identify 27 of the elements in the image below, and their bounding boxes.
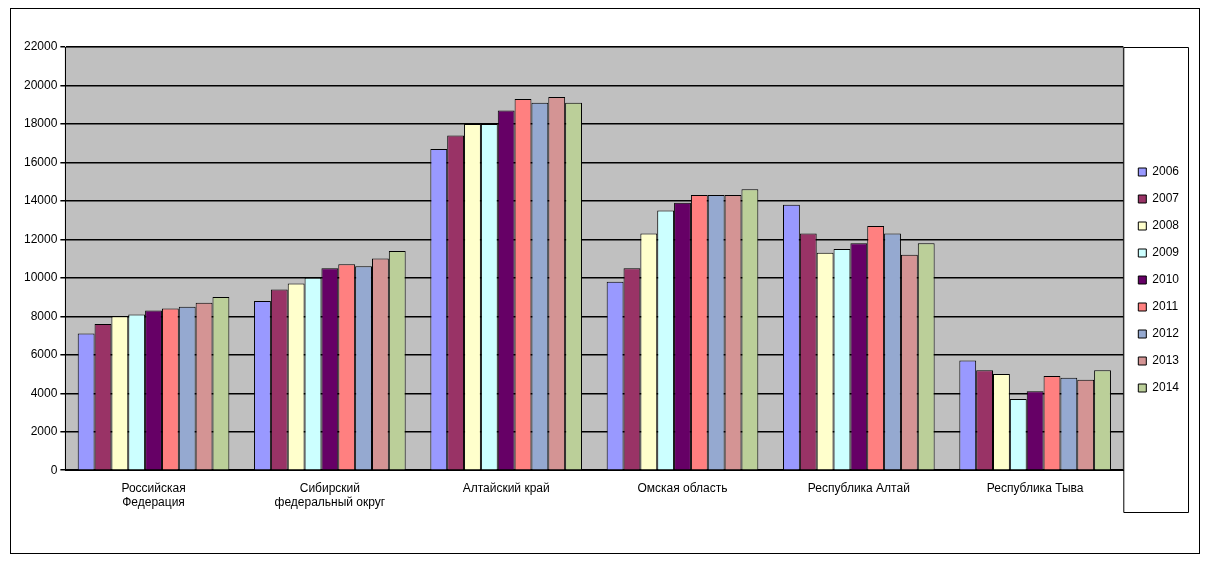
- y-tick-label: 22000: [23, 39, 58, 54]
- y-tick-label: 6000: [30, 347, 58, 362]
- y-tick-label: 12000: [23, 231, 58, 246]
- y-tick-label: 16000: [23, 154, 58, 169]
- y-tick-label: 8000: [30, 308, 58, 323]
- y-tick-label: 20000: [23, 77, 58, 92]
- x-tick-label: Республика Алтай: [807, 480, 910, 495]
- legend-label: 2009: [1152, 245, 1180, 260]
- y-tick-label: 18000: [23, 116, 58, 131]
- y-tick-label: 14000: [23, 193, 58, 208]
- legend-label: 2010: [1152, 272, 1180, 287]
- y-tick-label: 4000: [30, 385, 58, 400]
- x-tick-label: Республика Тыва: [986, 480, 1084, 495]
- x-tick-label: Омская область: [637, 480, 728, 495]
- legend-label: 2013: [1152, 353, 1180, 368]
- y-tick-label: 0: [50, 462, 58, 477]
- y-tick-label: 10000: [23, 270, 58, 285]
- y-tick-label: 2000: [30, 424, 58, 439]
- legend-label: 2012: [1152, 326, 1180, 341]
- legend-label: 2007: [1152, 191, 1180, 206]
- legend-label: 2006: [1152, 164, 1180, 179]
- x-tick-label: Алтайский край: [462, 480, 550, 495]
- legend-label: 2014: [1152, 380, 1180, 395]
- x-tick-label: Сибирский федеральный округ: [274, 480, 386, 510]
- legend-label: 2008: [1152, 218, 1180, 233]
- legend-label: 2011: [1152, 299, 1179, 314]
- x-tick-label: Российская Федерация: [121, 480, 186, 510]
